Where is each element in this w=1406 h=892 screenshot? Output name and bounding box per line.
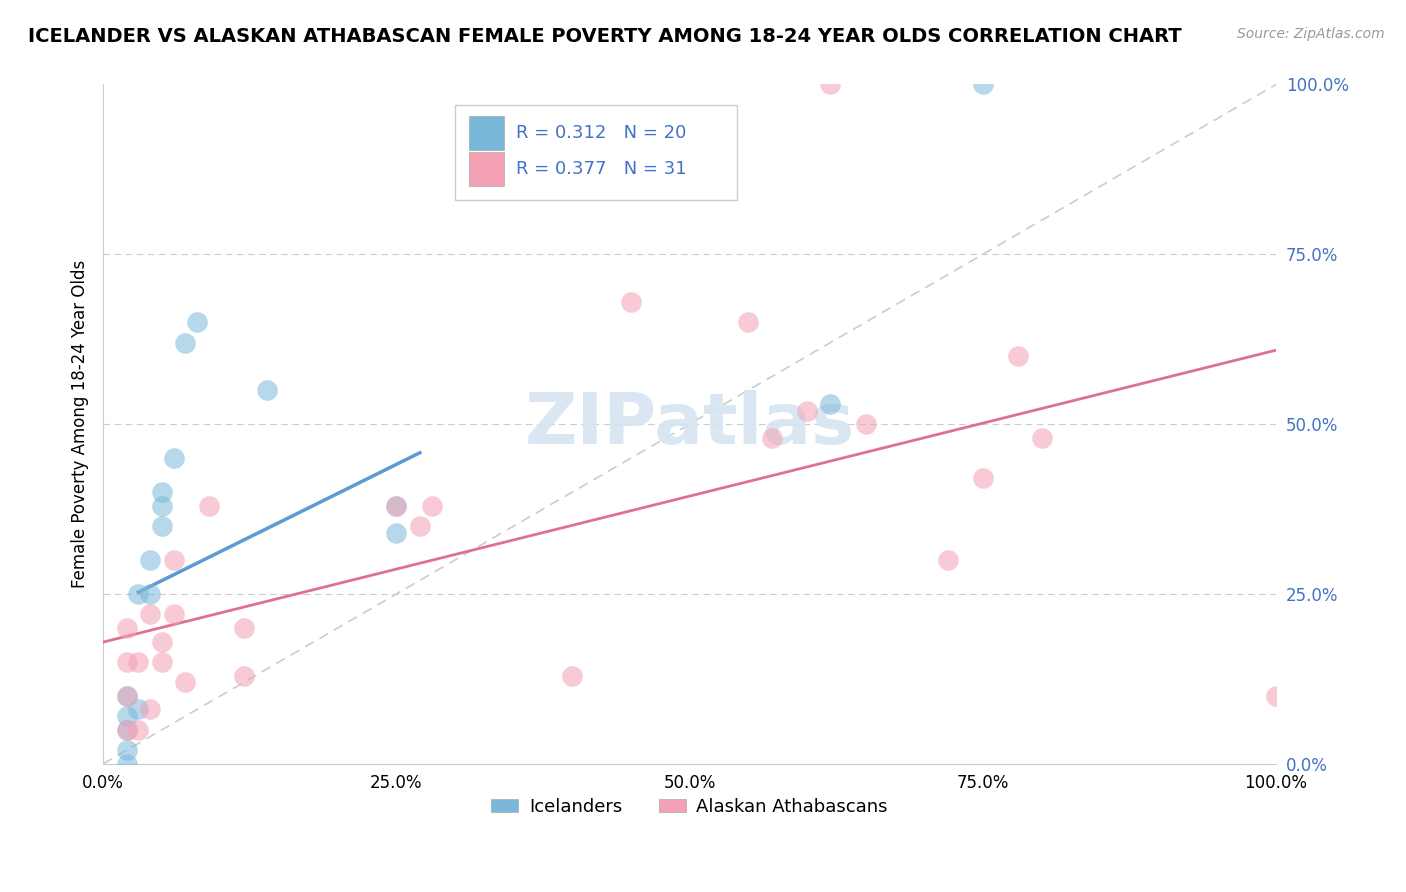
Point — [232, 668, 254, 682]
Text: Source: ZipAtlas.com: Source: ZipAtlas.com — [1237, 27, 1385, 41]
Point — [1031, 431, 1053, 445]
Point — [139, 702, 162, 716]
Point — [855, 417, 877, 431]
Point — [820, 397, 842, 411]
Point — [162, 607, 184, 622]
Text: ZIPatlas: ZIPatlas — [524, 390, 855, 458]
Point — [115, 621, 138, 635]
Point — [420, 499, 443, 513]
Point — [139, 587, 162, 601]
Point — [115, 689, 138, 703]
Point — [197, 499, 219, 513]
Point — [385, 499, 408, 513]
Point — [115, 756, 138, 771]
Point — [127, 723, 149, 737]
FancyBboxPatch shape — [470, 153, 505, 186]
Point — [256, 383, 278, 397]
Point — [127, 655, 149, 669]
Point — [115, 723, 138, 737]
Point — [115, 743, 138, 757]
Point — [409, 519, 432, 533]
Point — [972, 471, 994, 485]
Legend: Icelanders, Alaskan Athabascans: Icelanders, Alaskan Athabascans — [484, 790, 896, 822]
Text: R = 0.377   N = 31: R = 0.377 N = 31 — [516, 161, 686, 178]
Point — [115, 689, 138, 703]
Point — [1265, 689, 1288, 703]
Text: R = 0.312   N = 20: R = 0.312 N = 20 — [516, 124, 686, 143]
Point — [796, 403, 818, 417]
Point — [139, 553, 162, 567]
Y-axis label: Female Poverty Among 18-24 Year Olds: Female Poverty Among 18-24 Year Olds — [72, 260, 89, 588]
Point — [150, 485, 173, 500]
Point — [150, 655, 173, 669]
Point — [162, 553, 184, 567]
Point — [820, 78, 842, 92]
Point — [174, 675, 197, 690]
Point — [115, 655, 138, 669]
Point — [115, 723, 138, 737]
Point — [150, 634, 173, 648]
Point — [385, 499, 408, 513]
Point — [127, 702, 149, 716]
Point — [150, 519, 173, 533]
FancyBboxPatch shape — [456, 105, 737, 200]
Point — [972, 78, 994, 92]
FancyBboxPatch shape — [470, 116, 505, 151]
Point — [737, 315, 759, 329]
Text: ICELANDER VS ALASKAN ATHABASCAN FEMALE POVERTY AMONG 18-24 YEAR OLDS CORRELATION: ICELANDER VS ALASKAN ATHABASCAN FEMALE P… — [28, 27, 1182, 45]
Point — [936, 553, 959, 567]
Point — [127, 587, 149, 601]
Point — [139, 607, 162, 622]
Point — [385, 525, 408, 540]
Point — [1007, 349, 1029, 363]
Point — [174, 335, 197, 350]
Point — [620, 294, 643, 309]
Point — [115, 709, 138, 723]
Point — [232, 621, 254, 635]
Point — [761, 431, 783, 445]
Point — [162, 451, 184, 466]
Point — [150, 499, 173, 513]
Point — [561, 668, 583, 682]
Point — [186, 315, 208, 329]
